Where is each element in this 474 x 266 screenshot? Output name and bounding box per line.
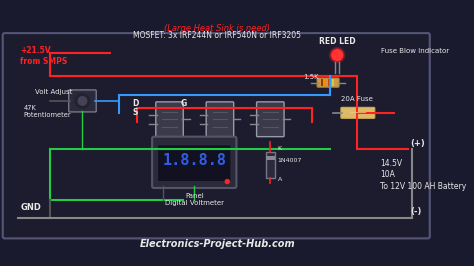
Text: Volt Adjust: Volt Adjust xyxy=(35,89,72,95)
FancyBboxPatch shape xyxy=(152,137,237,188)
Text: A: A xyxy=(278,177,282,182)
Text: Fuse Blow Indicator: Fuse Blow Indicator xyxy=(381,48,449,55)
Text: MOSFET: 3x IRF244N or IRF540N or IRF3205: MOSFET: 3x IRF244N or IRF540N or IRF3205 xyxy=(133,31,301,40)
Text: 14.5V
10A
To 12V 100 AH Battery: 14.5V 10A To 12V 100 AH Battery xyxy=(380,159,466,191)
Text: 1N4007: 1N4007 xyxy=(278,158,302,163)
Text: D: D xyxy=(132,99,139,109)
Bar xyxy=(332,79,334,86)
Text: Electronics-Project-Hub.com: Electronics-Project-Hub.com xyxy=(139,239,295,249)
Bar xyxy=(328,79,330,86)
FancyBboxPatch shape xyxy=(69,90,96,112)
Text: +21.5V
from SMPS: +21.5V from SMPS xyxy=(20,46,67,66)
Text: 20A Fuse: 20A Fuse xyxy=(341,96,374,102)
Text: GND: GND xyxy=(20,203,41,212)
Text: G: G xyxy=(180,99,186,109)
Text: 1.8.8.8: 1.8.8.8 xyxy=(162,153,226,168)
Text: 47K
Potentiometer: 47K Potentiometer xyxy=(24,105,72,118)
Bar xyxy=(266,156,275,160)
Text: 1.5K: 1.5K xyxy=(303,74,319,80)
FancyBboxPatch shape xyxy=(156,102,183,137)
Text: Panel
Digital Voltmeter: Panel Digital Voltmeter xyxy=(165,193,224,206)
FancyBboxPatch shape xyxy=(3,33,430,238)
Circle shape xyxy=(75,94,90,108)
Bar xyxy=(321,79,323,86)
Text: (Large Heat Sink is need): (Large Heat Sink is need) xyxy=(164,24,270,33)
Circle shape xyxy=(329,47,346,63)
FancyBboxPatch shape xyxy=(206,102,234,137)
Circle shape xyxy=(331,49,344,61)
Circle shape xyxy=(225,179,230,184)
Bar xyxy=(324,79,326,86)
Text: (-): (-) xyxy=(410,207,422,216)
Text: RED LED: RED LED xyxy=(319,37,356,46)
Text: K: K xyxy=(278,146,282,151)
FancyBboxPatch shape xyxy=(158,145,231,182)
FancyBboxPatch shape xyxy=(256,102,284,137)
Text: (+): (+) xyxy=(410,139,425,148)
FancyBboxPatch shape xyxy=(341,107,375,118)
Circle shape xyxy=(78,96,87,106)
FancyBboxPatch shape xyxy=(317,78,339,87)
Bar xyxy=(266,152,275,178)
Text: S: S xyxy=(133,108,138,117)
